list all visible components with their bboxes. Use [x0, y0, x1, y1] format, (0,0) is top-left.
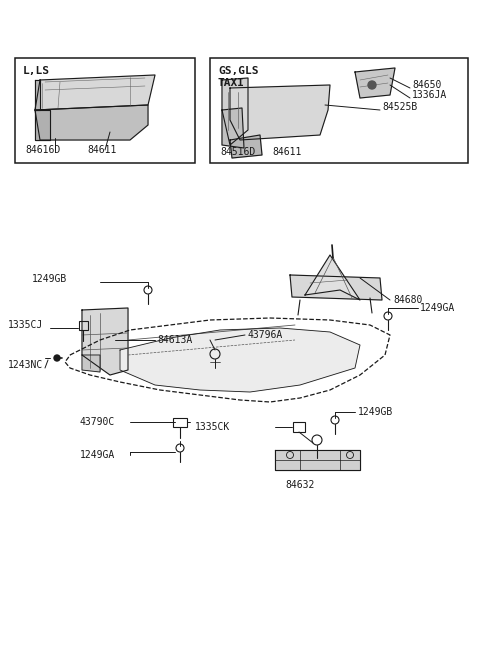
Bar [79, 321, 87, 330]
Text: 84650: 84650 [412, 80, 442, 90]
Text: 84616D: 84616D [25, 145, 60, 155]
Text: 1249GA: 1249GA [420, 303, 455, 313]
Polygon shape [355, 68, 395, 98]
Polygon shape [82, 355, 100, 372]
Text: 1243NC: 1243NC [8, 360, 43, 370]
Circle shape [54, 355, 60, 361]
Polygon shape [82, 308, 128, 375]
Text: 1336JA: 1336JA [412, 90, 447, 100]
Polygon shape [230, 135, 262, 158]
Polygon shape [275, 450, 360, 470]
Text: 1335CJ: 1335CJ [8, 320, 43, 330]
Polygon shape [222, 108, 244, 148]
Text: 84613A: 84613A [157, 335, 192, 345]
Text: 1249GA: 1249GA [80, 450, 115, 460]
Polygon shape [35, 105, 148, 140]
Text: 43790C: 43790C [80, 417, 115, 427]
Text: 84632: 84632 [285, 480, 315, 490]
Circle shape [368, 81, 376, 89]
Polygon shape [305, 255, 360, 300]
Polygon shape [222, 78, 248, 145]
Bar [173, 418, 187, 427]
Text: 84516D: 84516D [220, 147, 255, 157]
Text: GS,GLS
TAXI: GS,GLS TAXI [218, 66, 259, 87]
Text: L,LS: L,LS [23, 66, 50, 76]
Polygon shape [35, 80, 40, 110]
Text: 43796A: 43796A [248, 330, 283, 340]
Text: 84525B: 84525B [382, 102, 417, 112]
Polygon shape [290, 275, 382, 300]
Text: 84680: 84680 [393, 295, 422, 305]
Text: 84611: 84611 [87, 145, 116, 155]
Polygon shape [230, 85, 330, 140]
Text: 1249GB: 1249GB [32, 274, 67, 284]
Bar [210, 58, 468, 163]
Text: 1249GB: 1249GB [358, 407, 393, 417]
Bar [15, 58, 195, 163]
Polygon shape [120, 328, 360, 392]
Polygon shape [35, 110, 50, 140]
Bar [293, 422, 305, 432]
Text: 1335CK: 1335CK [195, 422, 230, 432]
Polygon shape [35, 75, 155, 110]
Text: 84611: 84611 [272, 147, 301, 157]
